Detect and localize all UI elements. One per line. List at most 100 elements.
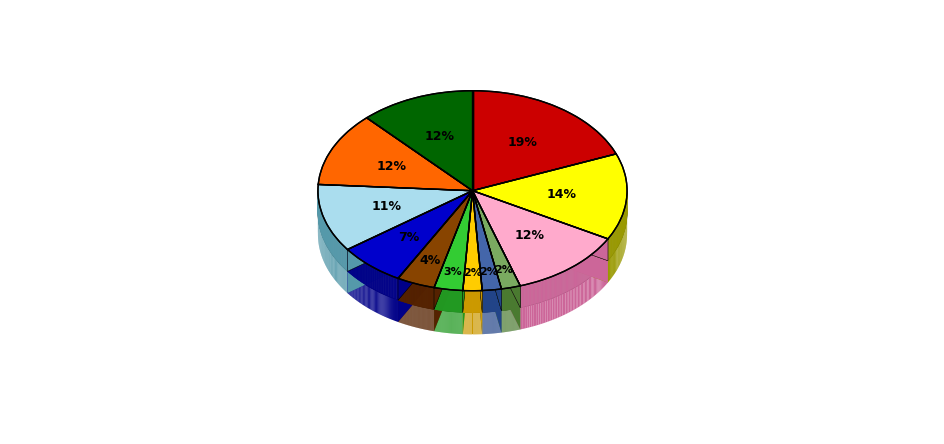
Polygon shape <box>472 213 481 334</box>
Polygon shape <box>606 261 607 284</box>
Polygon shape <box>607 259 608 282</box>
Polygon shape <box>391 297 392 320</box>
Polygon shape <box>553 297 555 319</box>
Polygon shape <box>552 276 553 298</box>
Polygon shape <box>553 275 554 297</box>
Polygon shape <box>536 281 537 304</box>
Polygon shape <box>550 276 552 299</box>
Polygon shape <box>568 268 570 290</box>
Text: 12%: 12% <box>376 159 406 173</box>
Polygon shape <box>563 271 564 293</box>
Polygon shape <box>593 274 595 296</box>
Polygon shape <box>559 295 560 317</box>
Polygon shape <box>591 276 592 298</box>
Polygon shape <box>579 262 580 285</box>
Polygon shape <box>567 269 568 291</box>
Polygon shape <box>472 191 481 312</box>
Polygon shape <box>612 254 613 277</box>
Polygon shape <box>605 262 606 285</box>
Polygon shape <box>433 213 472 331</box>
Polygon shape <box>530 283 531 305</box>
Polygon shape <box>472 191 520 308</box>
Polygon shape <box>564 292 565 315</box>
Polygon shape <box>472 191 520 289</box>
Polygon shape <box>366 91 472 191</box>
Polygon shape <box>562 272 563 294</box>
Polygon shape <box>347 213 472 293</box>
Polygon shape <box>318 118 472 191</box>
Polygon shape <box>472 191 607 261</box>
Polygon shape <box>347 191 472 271</box>
Polygon shape <box>565 292 566 314</box>
Text: 3%: 3% <box>443 267 462 277</box>
Polygon shape <box>527 284 528 306</box>
Polygon shape <box>544 279 546 301</box>
Polygon shape <box>576 286 577 309</box>
Polygon shape <box>585 279 587 302</box>
Polygon shape <box>585 258 586 281</box>
Text: 2%: 2% <box>494 265 513 275</box>
Polygon shape <box>540 280 542 302</box>
Polygon shape <box>397 191 472 300</box>
Polygon shape <box>547 278 548 300</box>
Polygon shape <box>533 282 535 304</box>
Polygon shape <box>548 299 550 321</box>
Polygon shape <box>571 288 573 311</box>
Polygon shape <box>520 307 522 329</box>
Polygon shape <box>549 277 550 299</box>
Polygon shape <box>610 257 611 280</box>
Polygon shape <box>472 213 501 333</box>
Polygon shape <box>545 300 547 322</box>
Polygon shape <box>546 278 547 301</box>
Polygon shape <box>538 302 540 325</box>
Text: 12%: 12% <box>424 130 454 143</box>
Polygon shape <box>341 266 342 288</box>
Polygon shape <box>472 191 501 311</box>
Ellipse shape <box>317 112 627 313</box>
Polygon shape <box>536 303 538 325</box>
Polygon shape <box>600 267 601 290</box>
Polygon shape <box>397 213 472 322</box>
Polygon shape <box>584 280 585 303</box>
Polygon shape <box>347 213 472 293</box>
Polygon shape <box>539 281 540 303</box>
Polygon shape <box>523 306 525 329</box>
Polygon shape <box>472 213 607 282</box>
Polygon shape <box>343 267 344 290</box>
Polygon shape <box>524 285 525 307</box>
Polygon shape <box>587 278 588 301</box>
Polygon shape <box>604 263 605 286</box>
Polygon shape <box>581 261 582 284</box>
Polygon shape <box>342 266 343 289</box>
Polygon shape <box>552 297 553 320</box>
Polygon shape <box>472 213 520 329</box>
Polygon shape <box>529 305 531 327</box>
Polygon shape <box>565 270 566 292</box>
Polygon shape <box>390 297 391 319</box>
Polygon shape <box>548 278 549 300</box>
Polygon shape <box>584 259 585 281</box>
Polygon shape <box>386 296 387 318</box>
Polygon shape <box>531 305 532 327</box>
Polygon shape <box>392 298 393 320</box>
Polygon shape <box>555 296 557 318</box>
Polygon shape <box>433 191 472 309</box>
Polygon shape <box>394 299 395 321</box>
Polygon shape <box>344 269 345 291</box>
Polygon shape <box>580 262 581 284</box>
Text: 12%: 12% <box>514 229 544 242</box>
Text: 7%: 7% <box>398 231 419 244</box>
Polygon shape <box>570 267 571 290</box>
Text: 2%: 2% <box>463 268 481 278</box>
Polygon shape <box>347 191 472 271</box>
Polygon shape <box>542 280 543 302</box>
Polygon shape <box>472 91 615 191</box>
Polygon shape <box>520 285 521 308</box>
Polygon shape <box>472 154 627 239</box>
Polygon shape <box>589 277 591 299</box>
Polygon shape <box>472 213 501 333</box>
Text: 2%: 2% <box>479 267 497 277</box>
Polygon shape <box>397 213 472 322</box>
Polygon shape <box>463 213 472 334</box>
Polygon shape <box>588 278 589 300</box>
